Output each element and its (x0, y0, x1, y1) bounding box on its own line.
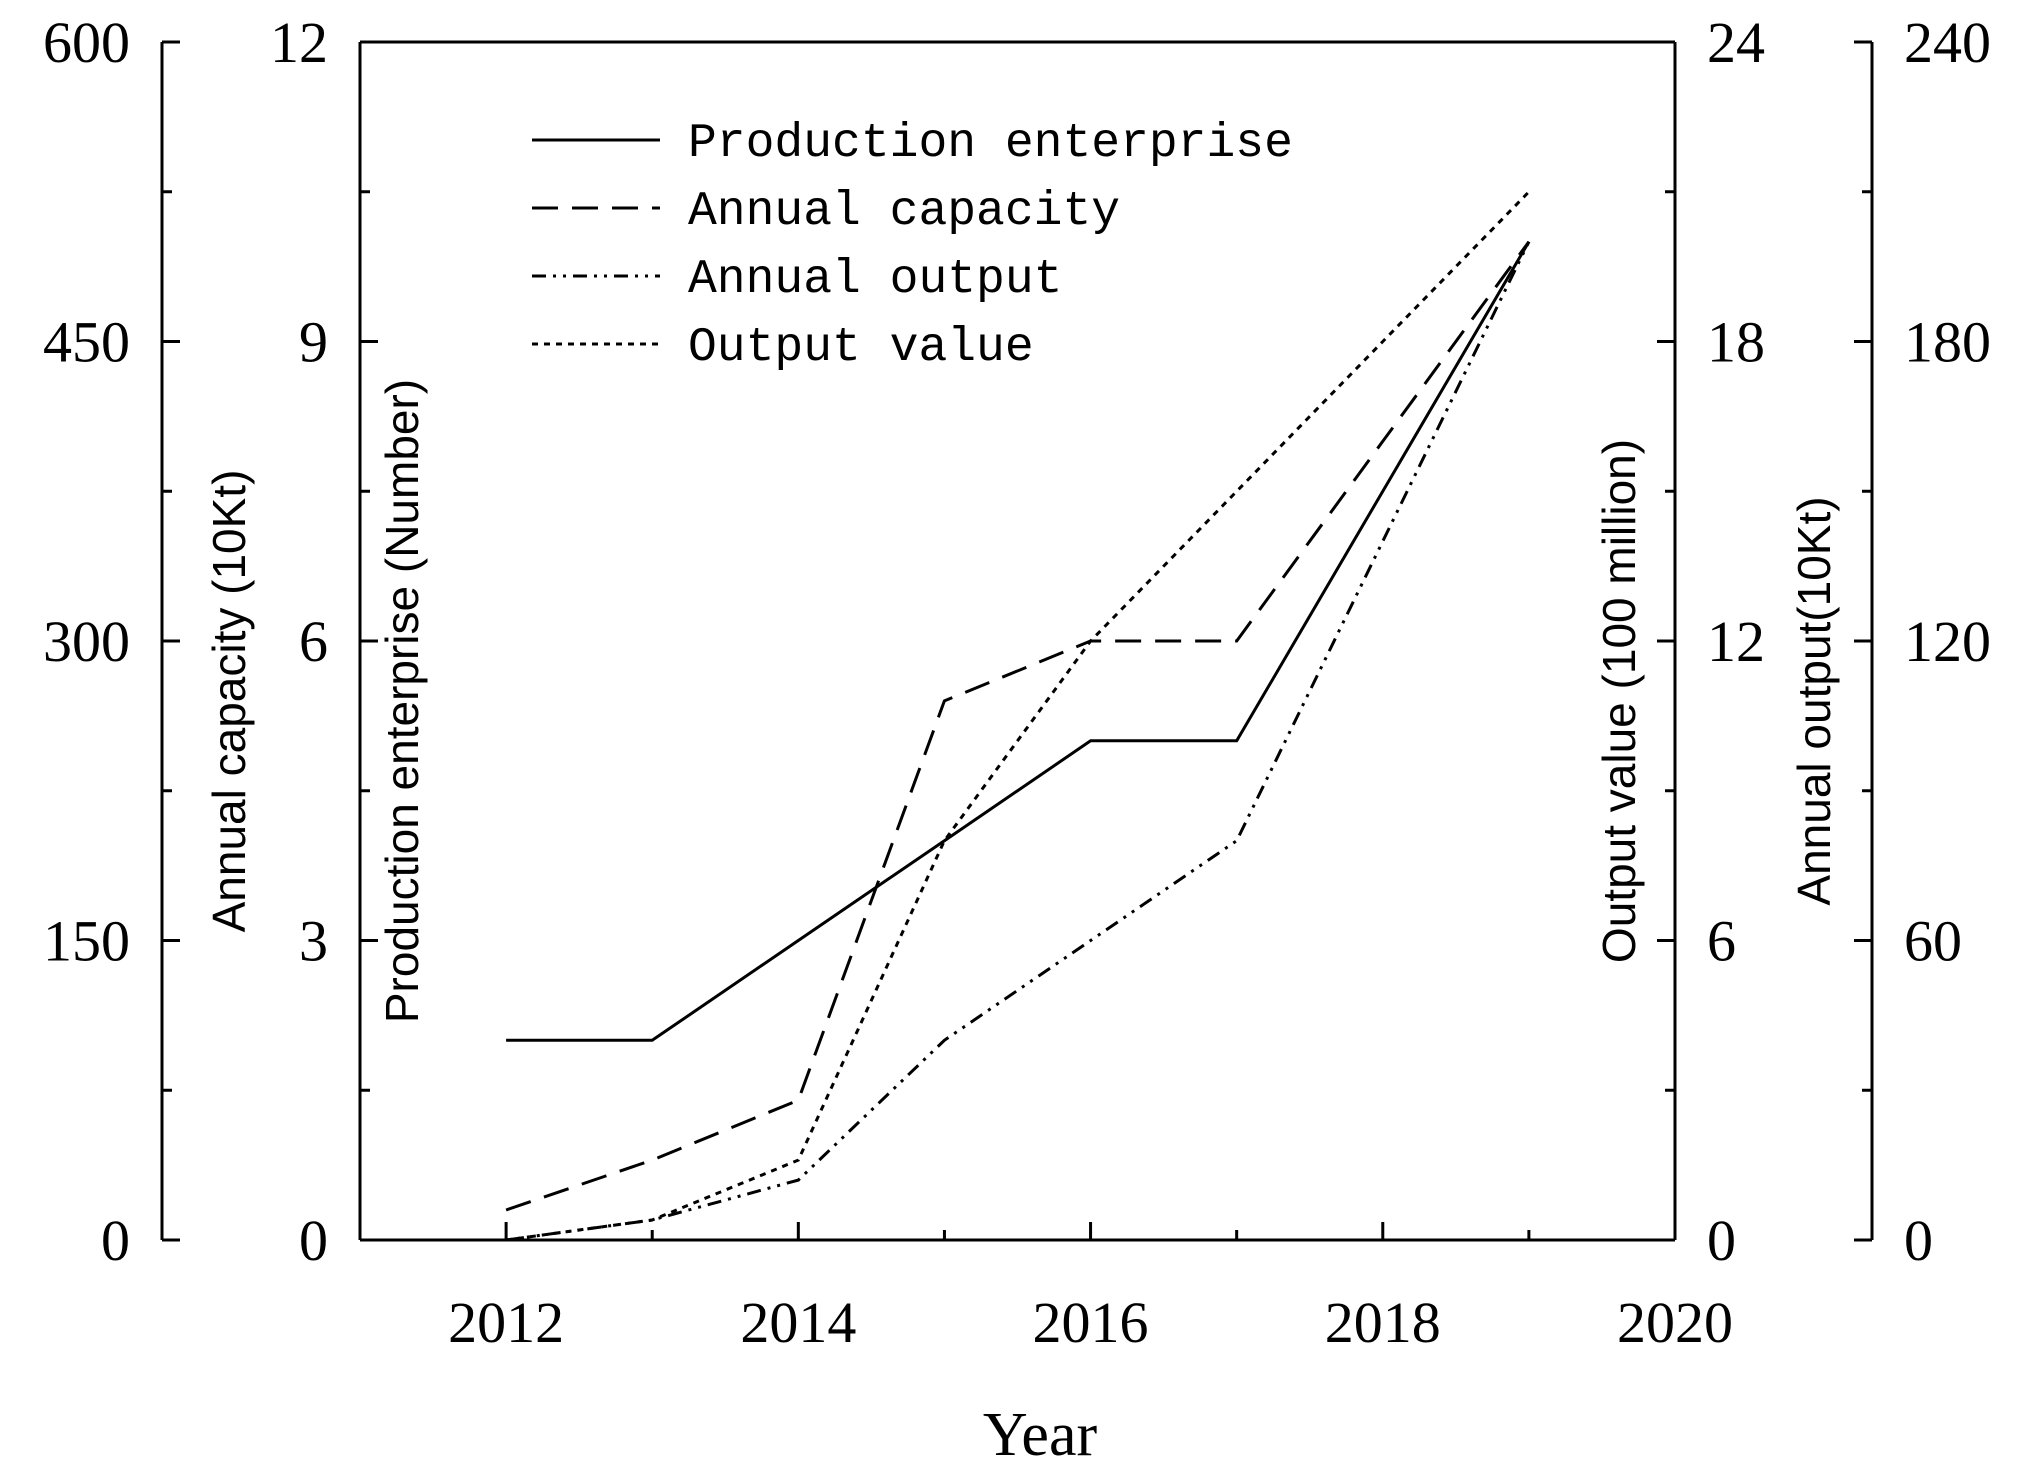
y-tick-label-capacity: 600 (43, 10, 130, 75)
y-tick-label-value: 18 (1707, 310, 1765, 375)
legend-label-annual-capacity: Annual capacity (688, 185, 1120, 239)
x-axis-title: Year (983, 1401, 1098, 1469)
y-axis-title-capacity: Annual capacity (10Kt) (203, 470, 255, 933)
series-line-output-value (505, 190, 1530, 1242)
series-layer (505, 190, 1531, 1242)
y-tick-label-output: 60 (1904, 909, 1962, 974)
y-tick-label-capacity: 450 (43, 310, 130, 375)
y-tick-label-output: 0 (1904, 1208, 1933, 1273)
legend-label-production-enterprise: Production enterprise (688, 117, 1293, 171)
x-tick-label: 2012 (448, 1290, 564, 1355)
y-tick-label-output: 120 (1904, 609, 1991, 674)
y-axis-title-value: Output value (100 million) (1593, 439, 1645, 963)
y-tick-label-enterprise: 9 (299, 310, 328, 375)
y-axis-title-enterprise: Production enterprise (Number) (376, 379, 428, 1023)
x-tick-label: 2016 (1033, 1290, 1149, 1355)
y-tick-label-enterprise: 12 (270, 10, 328, 75)
legend-label-output-value: Output value (688, 321, 1034, 375)
y-tick-label-capacity: 150 (43, 909, 130, 974)
y-tick-label-output: 240 (1904, 10, 1991, 75)
y-axis-title-output: Annual output(10Kt) (1788, 496, 1840, 905)
x-tick-label: 2014 (740, 1290, 856, 1355)
y-tick-label-capacity: 300 (43, 609, 130, 674)
y-tick-label-value: 6 (1707, 909, 1736, 974)
y-tick-label-enterprise: 3 (299, 909, 328, 974)
y-tick-label-value: 0 (1707, 1208, 1736, 1273)
y-tick-label-value: 24 (1707, 10, 1765, 75)
x-tick-label: 2020 (1617, 1290, 1733, 1355)
y-tick-label-enterprise: 6 (299, 609, 328, 674)
series-line-annual-capacity (505, 240, 1531, 1212)
y-tick-label-capacity: 0 (101, 1208, 130, 1273)
axes-layer: 2012 2014 2016 2018 20200150300450600Annual … (43, 10, 1991, 1355)
x-tick-label: 2018 (1325, 1290, 1441, 1355)
series-line-annual-output (505, 241, 1531, 1242)
legend-label-annual-output: Annual output (688, 253, 1062, 307)
legend: Production enterprise Annual capacity Annu… (532, 117, 1293, 375)
y-tick-label-output: 180 (1904, 310, 1991, 375)
y-tick-label-enterprise: 0 (299, 1208, 328, 1273)
y-tick-label-value: 12 (1707, 609, 1765, 674)
series-line-production-enterprise (506, 240, 1531, 1042)
